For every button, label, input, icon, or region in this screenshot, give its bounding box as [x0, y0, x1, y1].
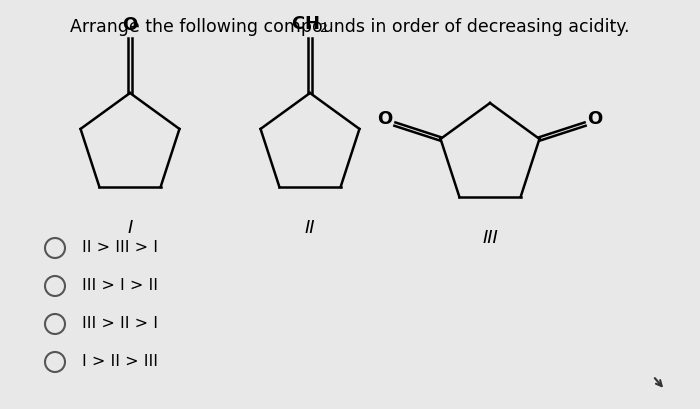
Text: Arrange the following compounds in order of decreasing acidity.: Arrange the following compounds in order…	[70, 18, 630, 36]
Text: III > I > II: III > I > II	[82, 279, 158, 294]
Text: O: O	[587, 110, 603, 128]
Text: II > III > I: II > III > I	[82, 240, 158, 256]
Text: O: O	[122, 16, 138, 34]
Text: CH$_2$: CH$_2$	[291, 14, 328, 34]
Text: O: O	[377, 110, 393, 128]
Text: I: I	[127, 219, 132, 237]
Text: III: III	[482, 229, 498, 247]
Text: I > II > III: I > II > III	[82, 355, 158, 369]
Text: II: II	[304, 219, 315, 237]
Text: III > II > I: III > II > I	[82, 317, 158, 332]
